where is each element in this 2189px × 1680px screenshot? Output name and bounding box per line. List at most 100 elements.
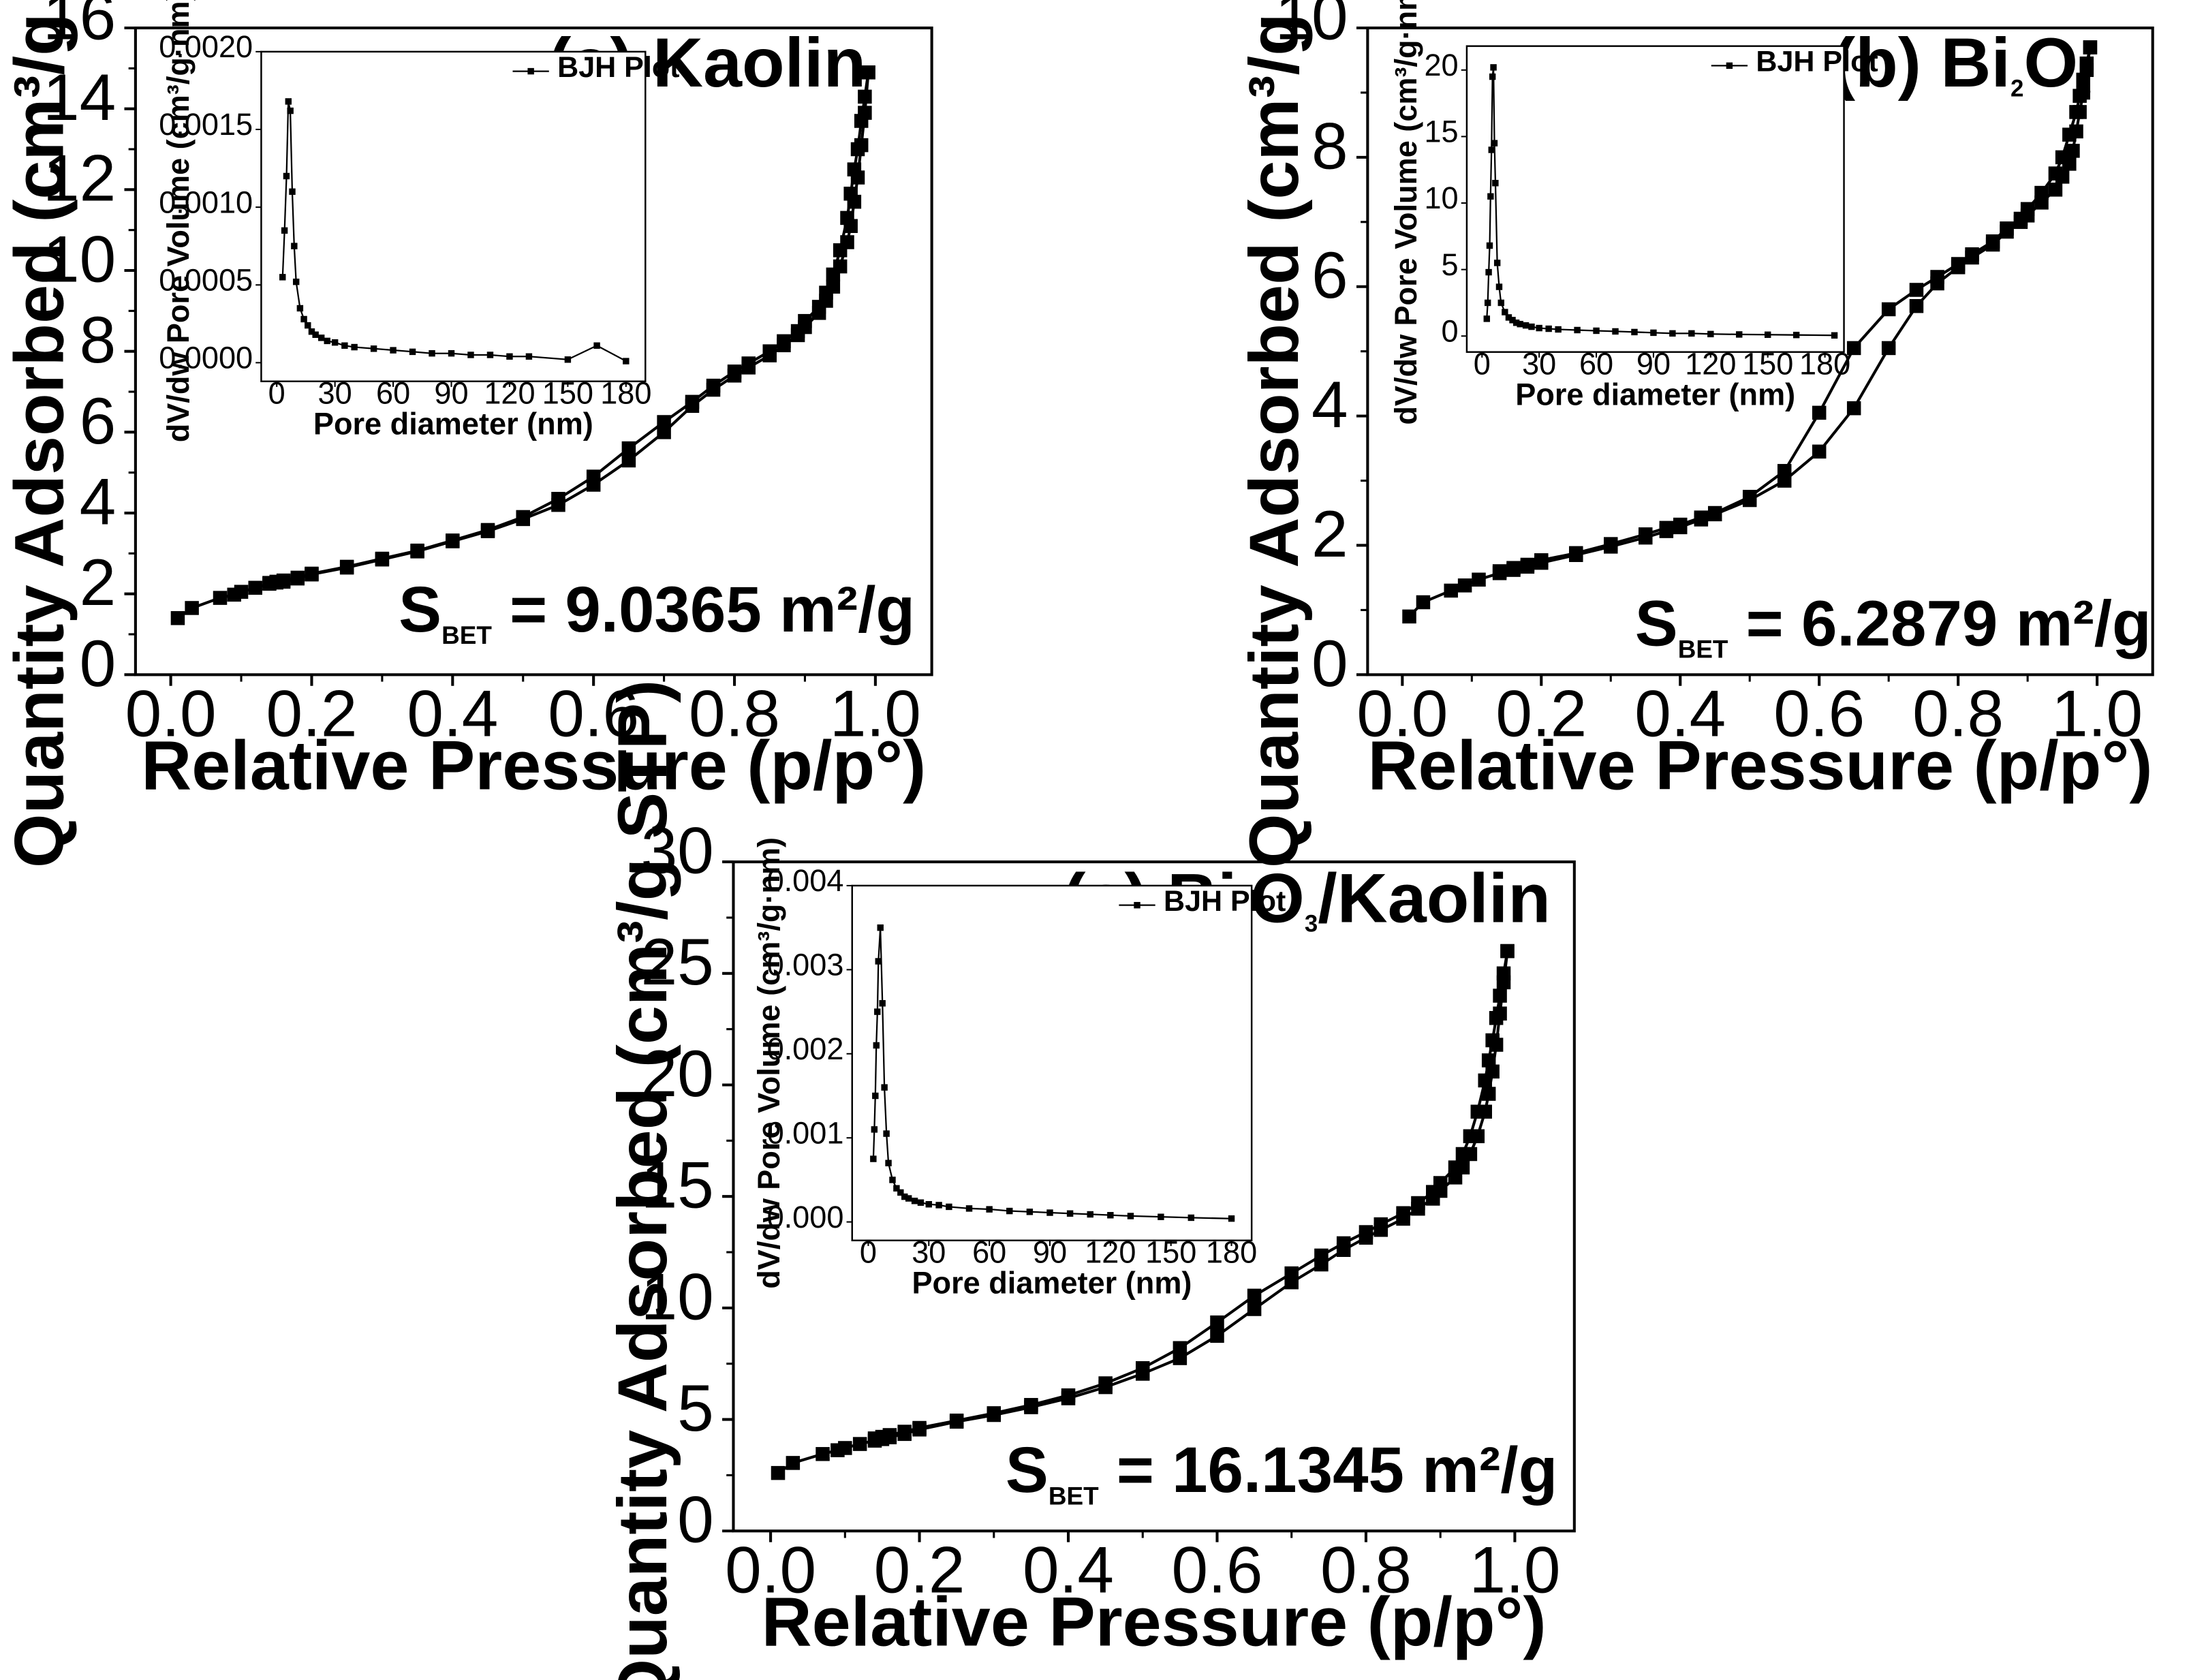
- inset-data-point: [1107, 1212, 1114, 1219]
- inset-data-point: [285, 98, 292, 105]
- inset-y-tick-label: 5: [1442, 247, 1459, 282]
- inset-data-point: [871, 1126, 878, 1133]
- panel-b-bi2o3: 0.0 0.2 0.4 0.6 0.8 1.0 0 2 4 6 8 10 Relative Pressu…: [1235, 0, 2154, 868]
- sbet-value: = 6.2879 m²/g: [1728, 587, 2151, 659]
- data-point-desorption: [2079, 56, 2094, 71]
- x-tick-label: 0.4: [407, 678, 498, 751]
- data-point-adsorption: [621, 453, 636, 468]
- inset-data-point: [883, 1130, 890, 1137]
- data-point-adsorption: [1416, 595, 1431, 610]
- y-tick-label: 20: [641, 1038, 714, 1110]
- inset-data-point: [1483, 315, 1491, 322]
- inset-data-point: [1650, 329, 1657, 337]
- data-point-desorption: [1492, 564, 1507, 578]
- y-tick-label: 8: [80, 304, 117, 377]
- data-point-desorption: [446, 533, 460, 548]
- inset-data-point: [341, 342, 348, 349]
- inset-data-point: [1046, 1209, 1053, 1216]
- inset-x-tick-label: 60: [972, 1235, 1006, 1270]
- inset-data-point: [1484, 299, 1491, 307]
- inset-x-axis-title: Pore diameter (nm): [912, 1266, 1192, 1301]
- x-tick-label: 0.2: [266, 678, 357, 751]
- inset-legend-label: BJH Plot: [1164, 885, 1286, 918]
- inset-y-title-part: Pore Volume (cm³/g·nm): [751, 837, 786, 1190]
- data-point-desorption: [867, 1431, 882, 1446]
- inset-data-point: [1497, 299, 1504, 307]
- data-point-adsorption: [1481, 1087, 1496, 1101]
- inset-data-point: [965, 1205, 973, 1212]
- y-tick-label: 14: [43, 61, 116, 134]
- data-point-desorption: [1426, 1185, 1440, 1199]
- inset-data-point: [877, 924, 884, 931]
- inset-data-point: [893, 1185, 900, 1192]
- inset-data-point: [331, 339, 339, 346]
- inset-data-point: [1612, 328, 1619, 335]
- inset-y-tick-label: 0.0020: [159, 29, 253, 64]
- panel-title-subscript: 2: [2011, 75, 2023, 102]
- inset-legend-marker: [1726, 62, 1733, 69]
- inset-data-point: [1486, 242, 1493, 249]
- data-point-desorption: [777, 334, 791, 349]
- data-point-desorption: [1411, 1196, 1425, 1211]
- inset-bjh-plot: 0 30 60 90 120 150 180 0.000 0.001 0.002 0.003 0.00…: [751, 837, 1286, 1301]
- inset-data-point: [946, 1203, 952, 1211]
- inset-data-point: [885, 1160, 892, 1166]
- inset-y-axis-title: dV/dw Pore Volume (cm³/g·nm): [161, 0, 196, 442]
- data-point-desorption: [1707, 505, 1722, 520]
- inset-data-point: [905, 1195, 912, 1202]
- data-point-adsorption: [1881, 341, 1896, 356]
- inset-data-point: [300, 315, 307, 323]
- inset-data-point: [1492, 180, 1499, 187]
- inset-data-point: [917, 1199, 925, 1206]
- inset-bjh-plot: 0 30 60 90 120 150 180 0 5 10 15 20 Pore diameter (n…: [1388, 0, 1878, 425]
- inset-data-point: [296, 305, 304, 312]
- data-point-desorption: [1506, 561, 1521, 575]
- data-point-desorption: [1742, 490, 1757, 504]
- sbet-prefix: S: [399, 574, 441, 645]
- inset-x-tick-label: 180: [600, 376, 651, 411]
- inset-x-tick-label: 0: [860, 1235, 877, 1270]
- panel-title-part: /Kaolin: [1318, 858, 1551, 937]
- data-point-desorption: [2055, 150, 2070, 165]
- y-tick-label: 10: [1275, 0, 1348, 53]
- inset-y-axis-title: dV/dw Pore Volume (cm³/g·nm): [751, 837, 786, 1289]
- inset-data-point: [289, 188, 296, 196]
- inset-data-point: [1669, 330, 1676, 337]
- inset-data-point: [1127, 1213, 1134, 1219]
- data-point-desorption: [290, 570, 305, 585]
- sbet-annotation: SBET = 9.0365 m²/g: [399, 574, 915, 649]
- panel-b-scaled-group: 0.0 0.2 0.4 0.6 0.8 1.0 0 2 4 6 8 10 Relative Pressu…: [1235, 0, 2154, 868]
- inset-data-point: [593, 342, 600, 349]
- series-line-desorption: [268, 72, 870, 585]
- sbet-annotation: SBET = 6.2879 m²/g: [1635, 587, 2152, 663]
- inset-data-point: [1485, 268, 1492, 276]
- inset-y-title-part: dV/dw: [751, 1198, 786, 1289]
- data-point-adsorption: [1444, 583, 1458, 598]
- inset-data-point: [1087, 1211, 1093, 1218]
- data-point-adsorption: [1457, 578, 1472, 593]
- y-axis-title: Quantity Adsorbed (cm³/g STP): [1235, 0, 1313, 868]
- inset-y-tick-label: 0.003: [767, 948, 844, 982]
- data-point-desorption: [1136, 1361, 1150, 1375]
- inset-data-point: [1593, 327, 1600, 335]
- data-point-desorption: [1284, 1266, 1299, 1281]
- panel-a-scaled-group: 0.0 0.2 0.4 0.6 0.8 1.0 0 2 46 8 10 12 14 16 Relative …: [0, 0, 933, 868]
- data-point-desorption: [1777, 464, 1792, 478]
- data-point-adsorption: [248, 580, 262, 595]
- inset-data-point: [1505, 314, 1512, 321]
- data-point-desorption: [1694, 510, 1709, 525]
- inset-y-title-part: Pore Volume (cm³/g·nm): [1388, 0, 1423, 326]
- y-tick-label: 4: [1311, 369, 1348, 441]
- inset-y-title-part: Pore Volume (cm³/g·nm): [161, 0, 196, 343]
- data-point-desorption: [1173, 1341, 1187, 1356]
- inset-data-point: [1831, 332, 1838, 339]
- data-point-desorption: [1314, 1248, 1329, 1263]
- data-point-adsorption: [234, 585, 249, 599]
- inset-data-point: [1006, 1207, 1013, 1215]
- inset-y-axis-title: dV/dw Pore Volume (cm³/g·nm): [1388, 0, 1423, 425]
- inset-data-point: [873, 1042, 880, 1049]
- inset-data-point: [1495, 283, 1503, 290]
- inset-y-tick-label: 0.0010: [159, 185, 253, 219]
- inset-data-point: [1631, 328, 1638, 336]
